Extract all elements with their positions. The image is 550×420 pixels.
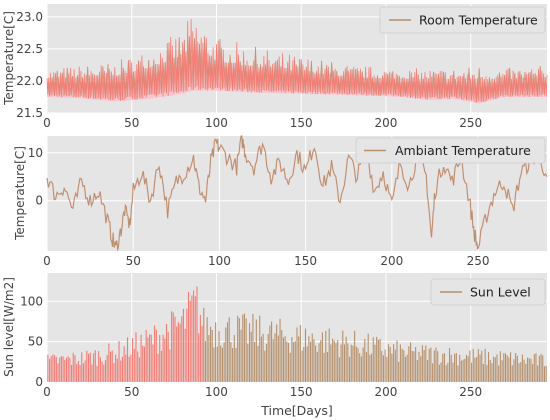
sun-level-legend-box: [430, 278, 546, 306]
ambiant-temperature-ylabel: Temperature[C]: [13, 146, 27, 241]
sun-level-xtick-label: 200: [375, 385, 398, 399]
sun-level-xtick-label: 250: [459, 385, 482, 399]
room-temperature-ytick-label: 21.5: [16, 106, 43, 120]
ambiant-temperature-panel: 0 50 100 150 200 250 0 10 Temperature[C] Ambia…: [13, 135, 548, 268]
ambiant-temperature-xtick-label: 0: [43, 254, 51, 268]
sun-level-legend-label: Sun Level: [470, 285, 531, 300]
sun-level-xtick-label: 0: [43, 385, 51, 399]
room-temperature-xtick-label: 0: [43, 116, 51, 130]
sun-level-legend: Sun Level: [430, 278, 546, 306]
room-temperature-legend: Room Temperature: [379, 6, 546, 34]
ambiant-temperature-legend-label: Ambiant Temperature: [395, 143, 531, 158]
sun-level-panel: 0 50 100 150 200 250 0 50 100 Sun level[W/m2] S…: [2, 273, 547, 418]
sun-level-ylabel: Sun level[W/m2]: [2, 277, 16, 377]
sun-level-xtick-label: 100: [205, 385, 228, 399]
ambiant-temperature-ytick-label: 10: [28, 146, 43, 160]
sun-level-ytick-label: 100: [20, 294, 43, 308]
room-temperature-xtick-label: 200: [375, 116, 398, 130]
room-temperature-ytick-label: 23.0: [16, 10, 43, 24]
room-temperature-legend-box: [379, 6, 546, 34]
sun-level-xtick-label: 150: [290, 385, 313, 399]
ambiant-temperature-legend-box: [355, 137, 546, 164]
ambiant-temperature-xtick-label: 50: [126, 254, 141, 268]
room-temperature-line: [46, 18, 548, 103]
ambiant-temperature-xtick-label: 100: [208, 254, 231, 268]
room-temperature-legend-label: Room Temperature: [419, 13, 538, 28]
x-axis-label: Time[Days]: [260, 403, 333, 418]
room-temperature-xtick-label: 50: [124, 116, 139, 130]
ambiant-temperature-xtick-label: 200: [380, 254, 403, 268]
room-temperature-series: [46, 18, 548, 104]
ambiant-temperature-ytick-label: 0: [35, 194, 43, 208]
room-temperature-panel: 0 50 100 150 200 250 21.5 22.0 22.5 23.0 Tempera…: [2, 4, 548, 130]
sun-level-ytick-label: 50: [28, 335, 43, 349]
sun-level-xtick-label: 50: [124, 385, 139, 399]
sun-level-series: [47, 286, 547, 382]
sun-level-ytick-label: 0: [35, 375, 43, 389]
room-temperature-xtick-label: 100: [205, 116, 228, 130]
room-temperature-ylabel: Temperature[C]: [2, 11, 16, 106]
room-temperature-ytick-label: 22.5: [16, 42, 43, 56]
room-temperature-xtick-label: 250: [459, 116, 482, 130]
ambiant-temperature-legend: Ambiant Temperature: [355, 137, 546, 164]
room-temperature-xtick-label: 150: [290, 116, 313, 130]
room-temperature-line-overlay: [46, 36, 546, 103]
ambiant-temperature-xtick-label: 250: [467, 254, 490, 268]
ambiant-temperature-xtick-label: 150: [294, 254, 317, 268]
room-temperature-ytick-label: 22.0: [16, 74, 43, 88]
